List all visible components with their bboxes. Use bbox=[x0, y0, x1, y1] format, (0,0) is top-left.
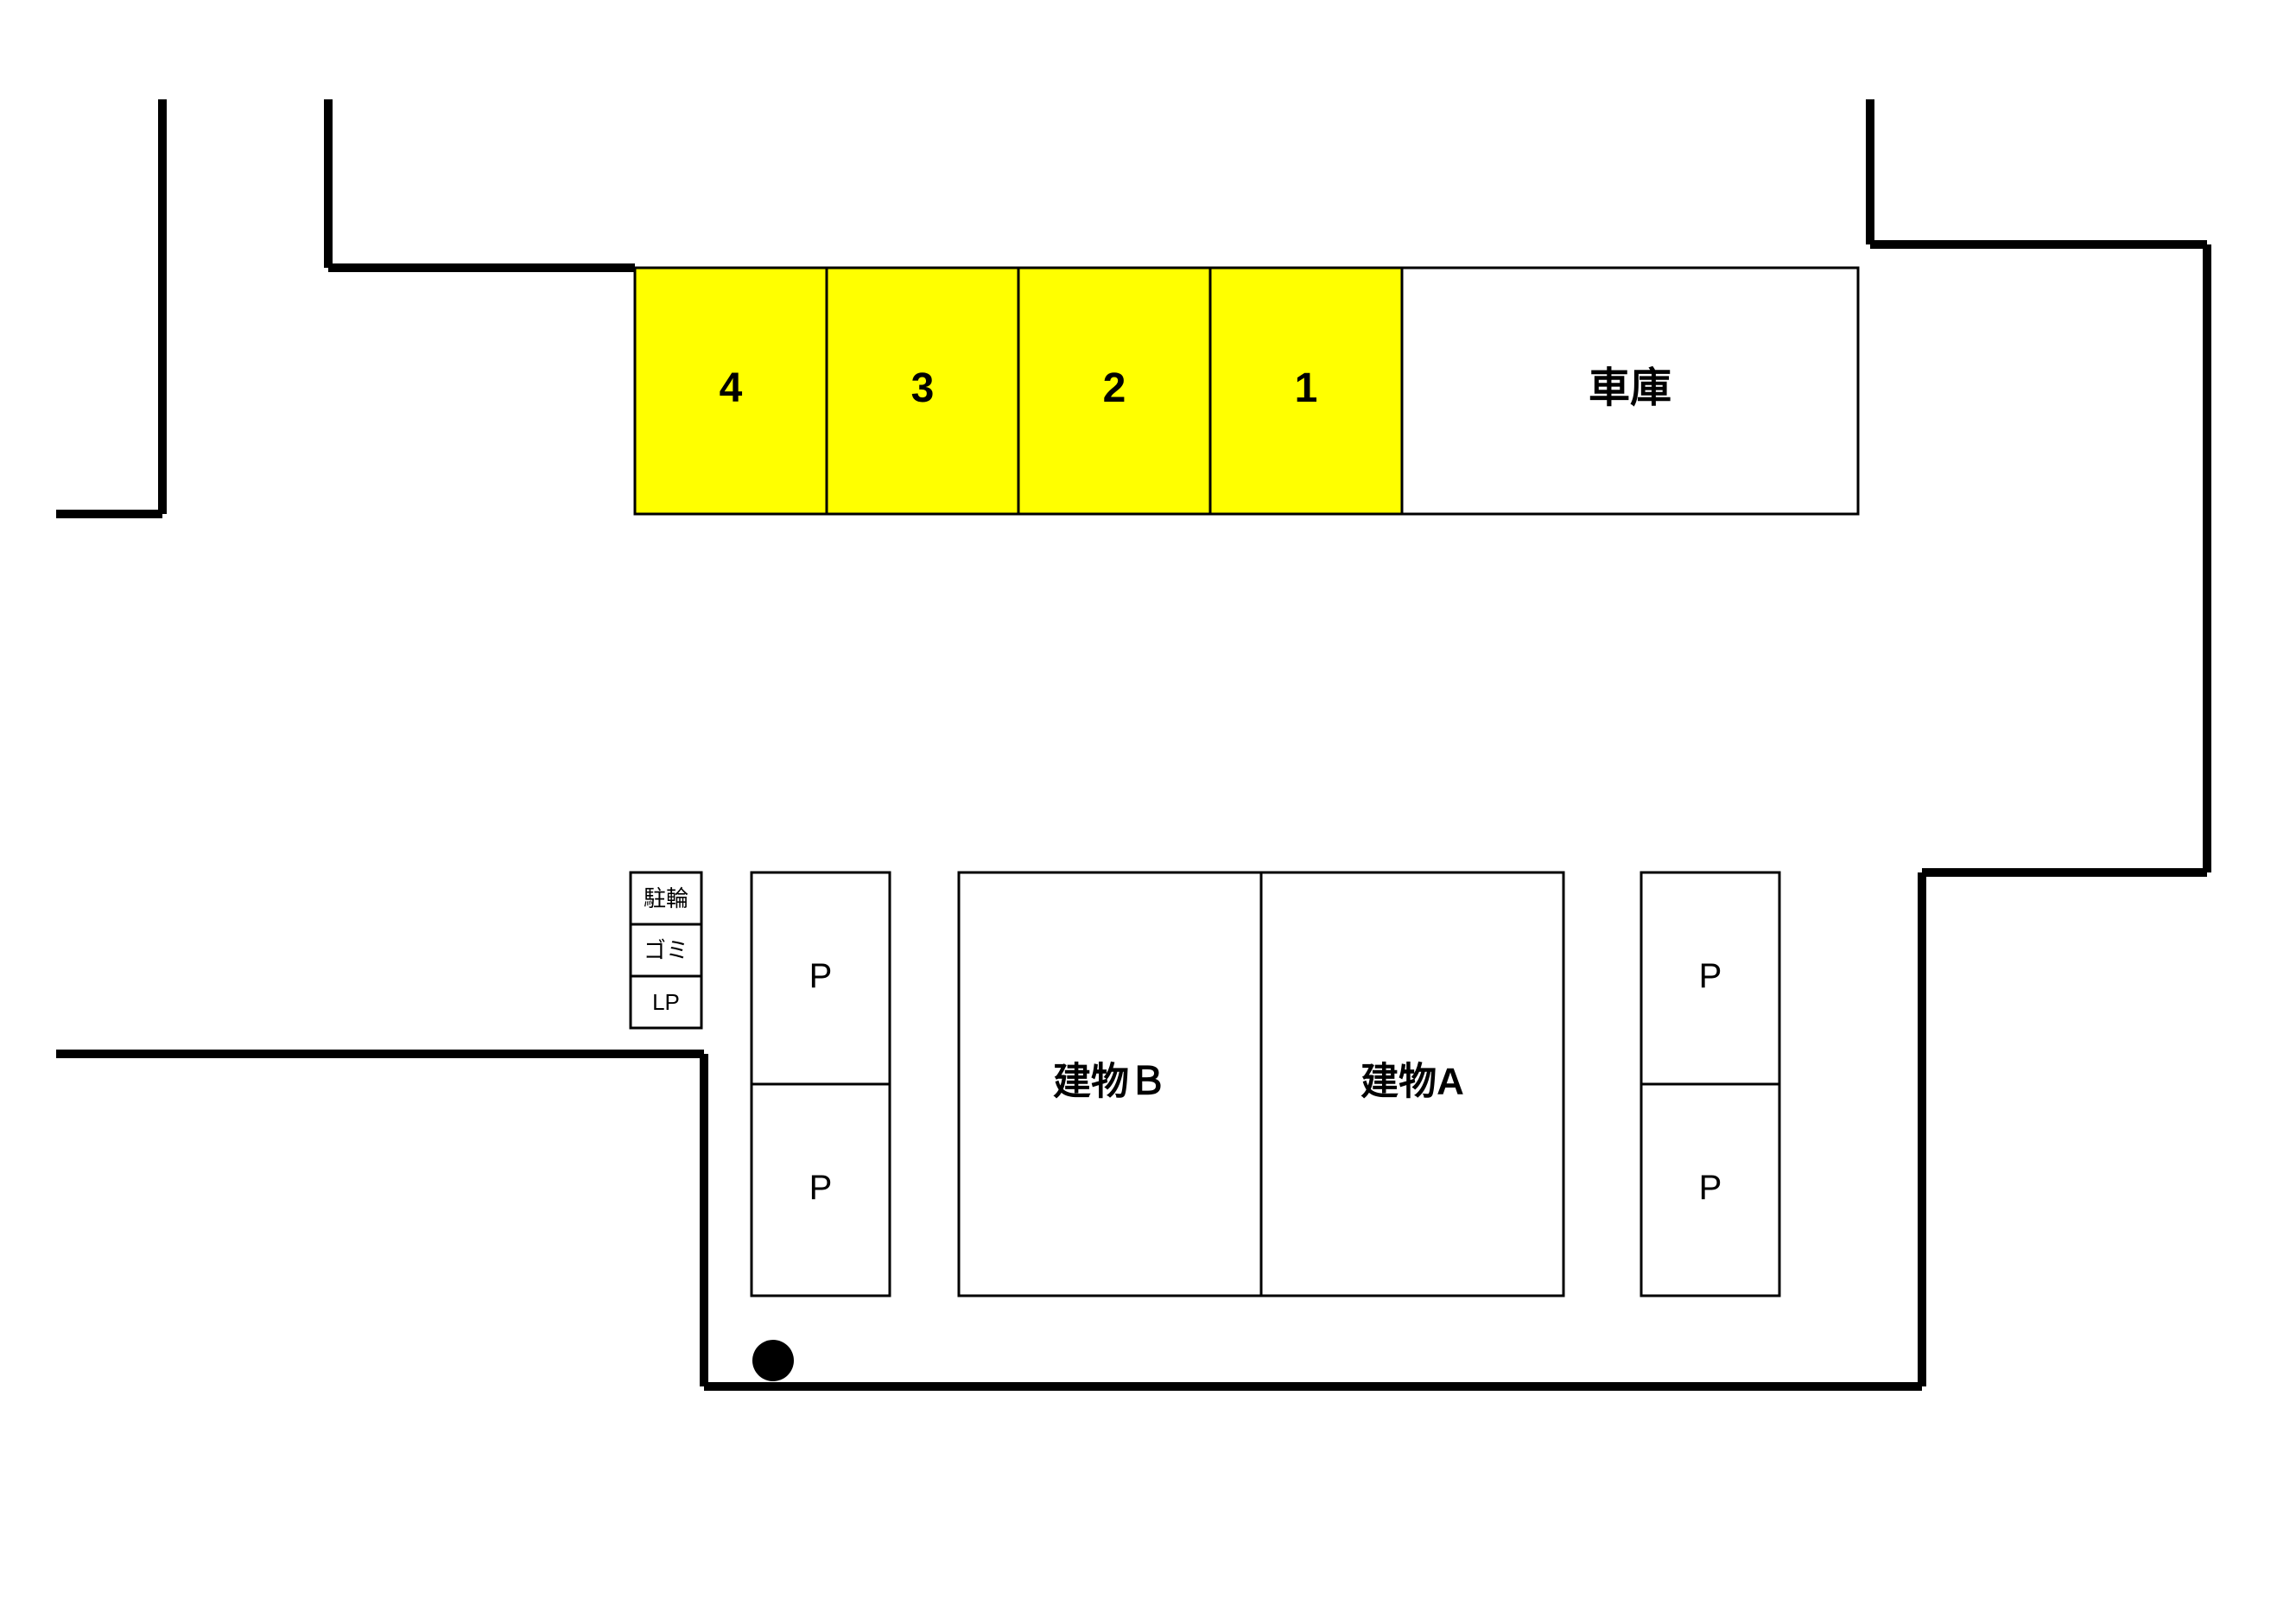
p-parking-label: P bbox=[1699, 1169, 1722, 1207]
garage-label: 車庫 bbox=[1589, 365, 1671, 411]
p-parking-label: P bbox=[809, 1169, 833, 1207]
building-label: 建物A bbox=[1360, 1061, 1464, 1103]
parking-slot-number: 2 bbox=[1103, 365, 1126, 411]
building-label: 建物Ｂ bbox=[1053, 1061, 1167, 1103]
parking-slot-number: 4 bbox=[720, 365, 743, 411]
parking-slot-number: 1 bbox=[1295, 365, 1318, 411]
floorplan-svg: 4 3 2 1 車庫駐輪ゴミ LP P P P P 建物Ｂ 建物A bbox=[0, 0, 2296, 1624]
utility-box-label: LP bbox=[652, 989, 680, 1015]
parking-slot-number: 3 bbox=[911, 365, 935, 411]
p-parking-label: P bbox=[809, 957, 833, 995]
marker-dot-icon bbox=[752, 1340, 794, 1381]
utility-box-label: 駐輪 bbox=[644, 885, 688, 911]
p-parking-label: P bbox=[1699, 957, 1722, 995]
utility-box-label: ゴミ bbox=[644, 937, 688, 963]
